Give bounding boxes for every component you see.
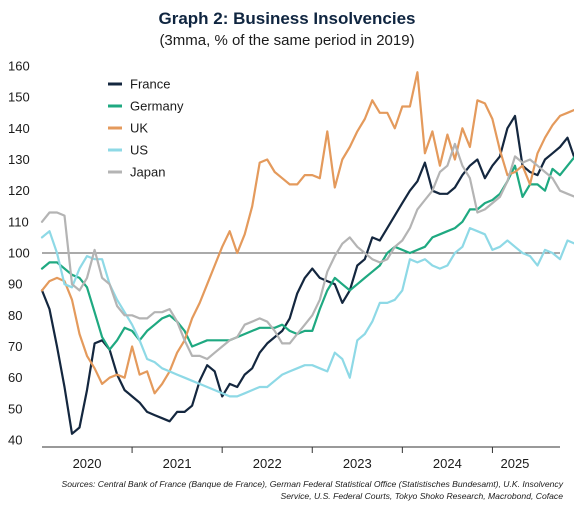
y-tick-label: 70 [8,339,22,354]
x-tick-label: 2025 [500,456,529,471]
series-line-germany [40,155,574,351]
x-tick-label: 2022 [253,456,282,471]
legend-label-japan: Japan [130,165,165,180]
y-tick-label: 50 [8,401,22,416]
chart-title: Graph 2: Business Insolvencies [159,9,416,28]
y-tick-label: 110 [8,214,29,229]
source-note-line-1: Sources: Central Bank of France (Banque … [61,479,563,489]
y-tick-label: 140 [8,121,30,136]
y-tick-label: 150 [8,90,30,105]
y-tick-label: 130 [8,152,30,167]
y-tick-label: 80 [8,308,22,323]
series-line-uk [40,71,574,395]
y-tick-label: 160 [8,59,30,74]
x-tick-label: 2020 [73,456,102,471]
plot-area: 40 50 60 70 80 90 100 110 120 130 140 150 160 2020 202… [8,59,574,471]
y-tick-label: 40 [8,433,22,448]
legend-label-us: US [130,143,148,158]
legend-label-germany: Germany [130,99,184,114]
series-line-us [40,227,574,398]
y-tick-label: 120 [8,183,30,198]
chart-subtitle: (3mma, % of the same period in 2019) [159,32,414,49]
y-tick-label: 60 [8,370,22,385]
y-tick-label: 100 [8,246,30,261]
series-line-japan [40,142,574,361]
legend-label-uk: UK [130,121,148,136]
x-tick-label: 2023 [343,456,372,471]
series-line-france [40,114,574,435]
x-tick-label: 2021 [163,456,192,471]
legend-label-france: France [130,77,170,92]
y-tick-label: 90 [8,277,22,292]
x-tick-label: 2024 [433,456,462,471]
legend: France Germany UK US Japan [108,77,184,180]
source-note-line-2: Service, U.S. Federal Courts, Tokyo Shok… [281,491,564,501]
